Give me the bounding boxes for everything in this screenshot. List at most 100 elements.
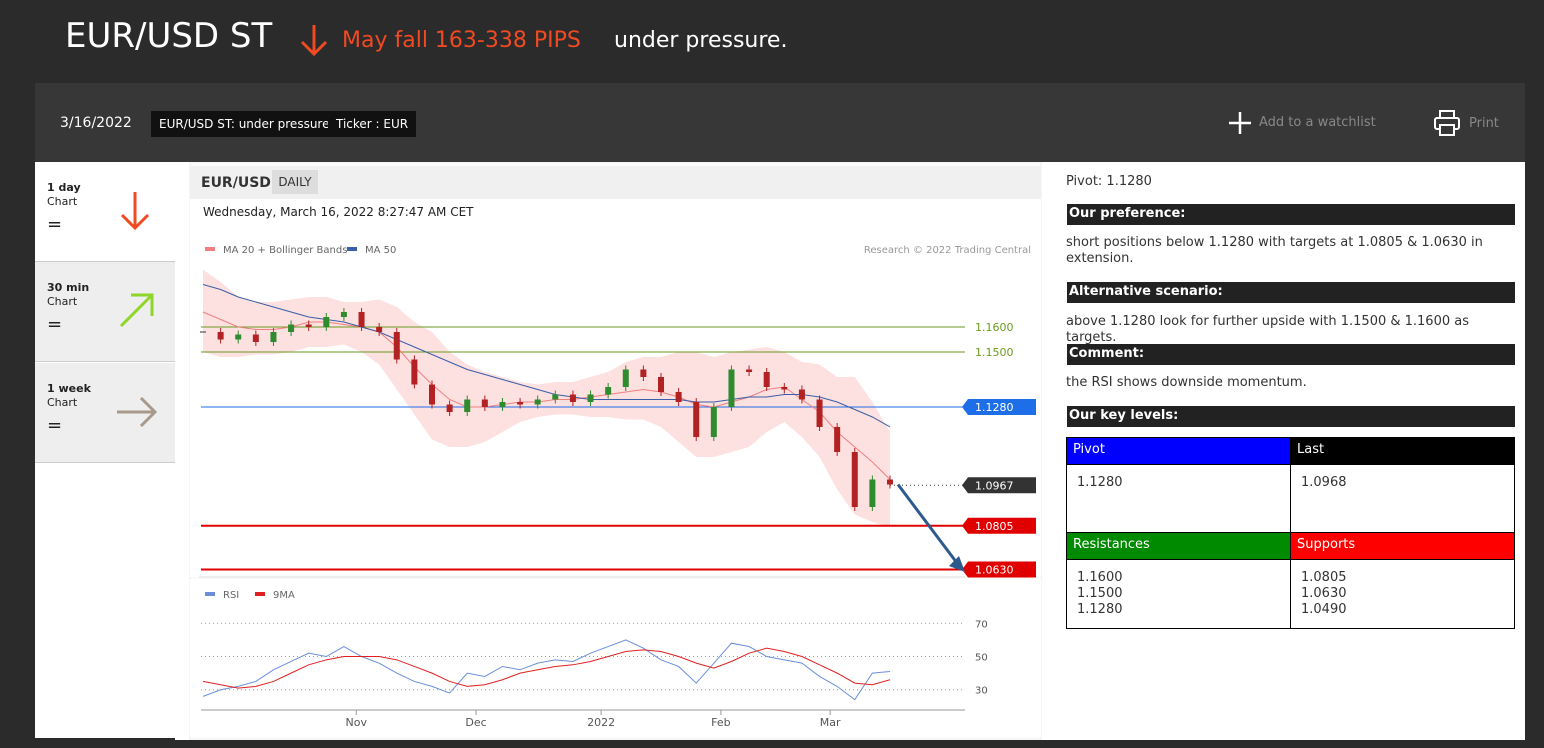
x-tick-label: Mar (820, 716, 841, 729)
rsi-panel (190, 579, 1041, 737)
y-tick-label: 70 (975, 619, 988, 630)
label: Chart (47, 195, 78, 208)
candle (552, 394, 559, 400)
forecast-arrowhead (949, 556, 965, 572)
section-title: Comment: (1067, 344, 1515, 365)
section-text: the RSI shows downside momentum. (1066, 375, 1307, 390)
interval: DAILY (278, 175, 312, 189)
level-tag (962, 561, 1036, 578)
candle (675, 392, 682, 402)
candle (798, 389, 805, 400)
print-icon[interactable] (1433, 109, 1461, 137)
legend-swatch (255, 592, 265, 596)
level-label: 1.0967 (975, 479, 1014, 492)
print-button[interactable]: Print (1469, 116, 1499, 131)
table-cell: 1.1600 1.1500 1.1280 (1066, 559, 1291, 629)
chart-subtitle: Wednesday, March 16, 2022 8:27:47 AM CET (203, 205, 474, 219)
candle (658, 377, 664, 392)
interval-box (272, 170, 318, 194)
candle (446, 404, 453, 412)
candle (781, 387, 788, 390)
candle (622, 369, 629, 387)
table-header: Last (1290, 437, 1515, 465)
candle (851, 452, 858, 507)
signal: May fall 163-338 PIPS (342, 28, 581, 53)
legend-label: MA 20 + Bollinger Bands (223, 245, 347, 256)
label: Chart (47, 396, 78, 409)
legend-swatch (205, 247, 215, 251)
table-header: Pivot (1066, 437, 1291, 465)
pivot: Pivot: 1.1280 (1066, 174, 1152, 189)
table-header: Supports (1290, 532, 1515, 560)
label: Chart (47, 295, 78, 308)
legend-swatch (347, 247, 357, 251)
table-cell: 1.0968 (1290, 464, 1515, 533)
section-title: Our preference: (1067, 204, 1515, 225)
level-label: 1.1600 (975, 321, 1014, 334)
candle (411, 359, 418, 385)
key-levels-table: Pivot Last 1.1280 1.0968 Resistances Suppor… (1066, 437, 1515, 629)
timeframe[interactable]: 1 week Chart = (35, 363, 175, 463)
timeframe[interactable]: 30 min Chart = (35, 262, 175, 362)
candle (710, 407, 717, 437)
tag: Ticker : EUR (328, 111, 417, 137)
candle (869, 479, 876, 507)
line (202, 284, 891, 428)
candle (728, 369, 735, 407)
section-title: Our key levels: (1067, 406, 1515, 427)
table-header: Resistances (1066, 532, 1291, 560)
line (202, 311, 891, 480)
candle (499, 402, 506, 407)
level-label: 1.1500 (975, 346, 1014, 359)
status: = (47, 314, 63, 335)
period: 1 day (47, 181, 81, 194)
level-tag (962, 517, 1036, 534)
candle (517, 402, 524, 405)
chart: EUR/USD DAILY Wednesday, March 16, 2022 … (175, 162, 1056, 740)
line (202, 639, 891, 701)
level-tag (962, 399, 1036, 415)
forecast-arrow (896, 483, 962, 568)
candle (217, 332, 224, 340)
section-text: short positions below 1.1280 with target… (1066, 235, 1483, 266)
candle (358, 312, 365, 327)
x-tick-label: Feb (711, 716, 730, 729)
date: 3/16/2022 (60, 115, 132, 131)
watchlist-button[interactable]: Add to a watchlist (1259, 115, 1376, 130)
status: under pressure. (614, 28, 788, 53)
candle (834, 427, 841, 452)
legend-swatch (205, 592, 215, 596)
candle (464, 399, 471, 412)
candle (534, 399, 541, 405)
candle (569, 394, 576, 402)
down-arrow-icon (300, 25, 328, 57)
level-label: 1.0805 (975, 520, 1014, 533)
page-title: EUR/USD ST (65, 16, 273, 56)
candle (305, 324, 312, 327)
plus-icon[interactable] (1228, 111, 1252, 135)
x-tick-label: Nov (346, 716, 368, 729)
status: = (47, 214, 63, 235)
legend-label: MA 50 (365, 245, 396, 256)
section-title: Alternative scenario: (1067, 282, 1515, 303)
candle (640, 369, 647, 377)
table-cell: 1.0805 1.0630 1.0490 (1290, 559, 1515, 629)
candle (340, 312, 347, 317)
x-tick-label: Dec (465, 716, 486, 729)
candle (393, 332, 400, 360)
tag: EUR/USD ST: under pressure. (151, 111, 342, 137)
candle (587, 394, 594, 402)
candle (429, 384, 435, 405)
candle (816, 399, 823, 427)
period: 1 week (47, 382, 91, 395)
level-label: 1.0630 (975, 564, 1014, 577)
timeframe[interactable]: 1 day Chart = (35, 162, 175, 262)
arrow-icon (119, 293, 154, 328)
candle (763, 372, 770, 387)
arrow-icon (120, 192, 150, 231)
line (202, 647, 891, 689)
section-text: above 1.1280 look for further upside wit… (1066, 314, 1469, 345)
candle (235, 334, 242, 340)
arrow-icon (117, 396, 158, 428)
